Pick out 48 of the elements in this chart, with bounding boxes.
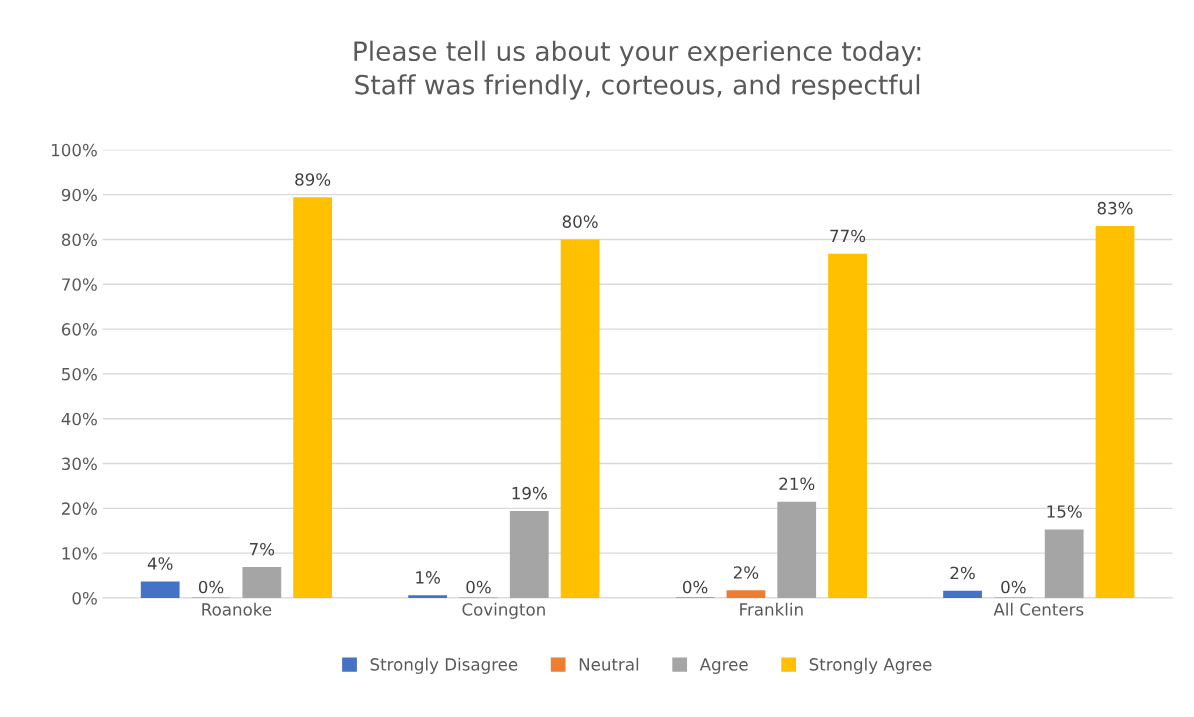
data-label: 0% [682, 580, 708, 594]
data-label: 21% [779, 477, 815, 491]
bar [943, 590, 982, 598]
y-tick-label: 40% [61, 412, 97, 426]
bar [1095, 226, 1135, 598]
bar [777, 501, 817, 598]
y-tick-label: 90% [61, 188, 97, 202]
data-label: 80% [562, 215, 598, 228]
data-label: 77% [830, 229, 866, 243]
y-tick-label: 30% [62, 457, 97, 471]
y-tick-label: 70% [62, 278, 97, 291]
data-label: 0% [198, 580, 224, 594]
legend-label: Agree [699, 658, 748, 674]
legend-label: Strongly Disagree [370, 657, 518, 674]
y-tick-label: 100% [52, 143, 97, 157]
data-label: 15% [1047, 505, 1082, 518]
data-label: 1% [416, 571, 440, 584]
y-tick-label: 0% [72, 591, 97, 605]
data-label: 89% [295, 173, 331, 186]
bar [509, 511, 549, 598]
data-label: 7% [249, 542, 275, 556]
data-label: 2% [733, 566, 759, 579]
x-tick-label: Roanoke [202, 602, 272, 616]
data-label: 0% [1001, 580, 1026, 594]
bar [1044, 529, 1084, 598]
data-label: 0% [466, 580, 491, 594]
legend-label: Neutral [579, 657, 639, 671]
y-tick-label: 50% [62, 367, 97, 381]
data-label: 83% [1097, 201, 1133, 215]
y-tick-label: 60% [61, 323, 97, 336]
bar [242, 567, 282, 598]
y-tick-label: 10% [62, 547, 97, 560]
chart-title: Please tell us about your experience today: Staff was friendly, corteous, and respectful [354, 40, 921, 100]
x-tick-label: All Centers [993, 602, 1084, 616]
bar [408, 595, 448, 598]
bar [726, 590, 766, 598]
bar [560, 239, 600, 598]
data-label: 4% [147, 557, 173, 570]
legend-label: Strongly Agree [809, 657, 932, 674]
bar [828, 253, 867, 598]
bar [140, 581, 180, 598]
data-label: 2% [950, 566, 975, 580]
x-tick-label: Franklin [740, 602, 803, 616]
bar [293, 197, 333, 598]
y-tick-label: 20% [62, 502, 97, 515]
x-tick-label: Covington [462, 602, 545, 619]
data-label: 19% [512, 486, 547, 500]
y-tick-label: 80% [61, 233, 97, 247]
